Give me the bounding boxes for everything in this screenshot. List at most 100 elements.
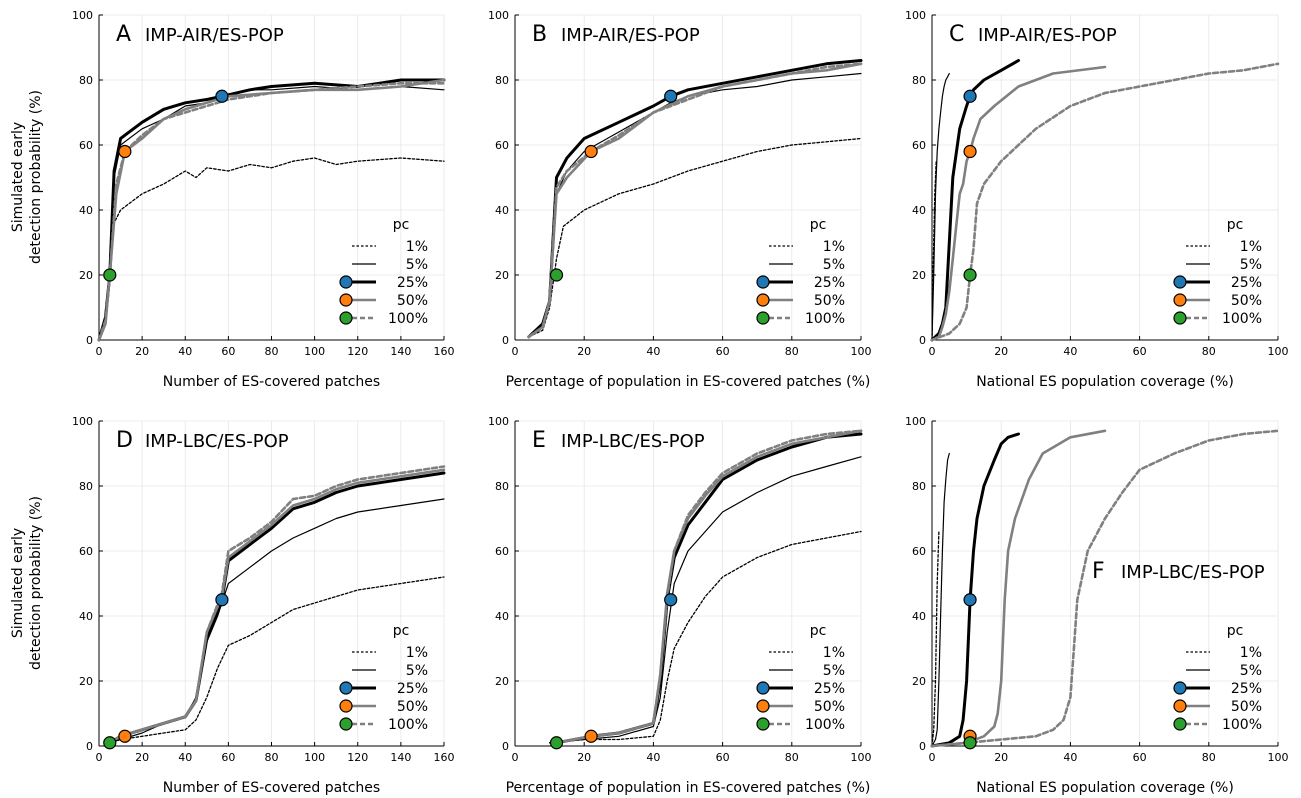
series-line-1pc: [548, 530, 862, 744]
series-line-5pc: [931, 72, 950, 341]
legend-label: 25%: [397, 681, 428, 697]
series-line-25pc: [108, 471, 446, 745]
x-tick-label: 100: [851, 751, 872, 764]
x-tick-label: 120: [347, 751, 368, 764]
legend-title: pc: [393, 217, 410, 233]
data-marker: [584, 144, 598, 159]
legend-marker: [1173, 311, 1187, 325]
y-tick-label: 80: [495, 74, 509, 87]
x-tick-label: 60: [716, 345, 730, 358]
legend-label: 50%: [814, 293, 845, 309]
x-tick-label: 0: [929, 751, 936, 764]
y-tick-label: 100: [72, 415, 93, 428]
panel-label: F: [1092, 559, 1105, 584]
legend-label: 1%: [823, 645, 845, 661]
y-tick-label: 20: [912, 675, 926, 688]
x-tick-label: 80: [785, 751, 799, 764]
y-tick-label: 100: [488, 9, 509, 22]
data-marker: [963, 736, 977, 750]
x-tick-label: 40: [1063, 345, 1077, 358]
x-tick-label: 100: [851, 345, 872, 358]
x-tick-label: 80: [1202, 345, 1216, 358]
series-line-100pc: [108, 465, 446, 745]
y-tick-label: 80: [79, 74, 93, 87]
legend-title: pc: [393, 623, 410, 639]
x-tick-label: 160: [434, 751, 455, 764]
legend: pc 1% 5% 25% 50% 100%: [339, 623, 428, 733]
y-tick-label: 20: [79, 269, 93, 282]
x-tick-label: 0: [96, 751, 103, 764]
legend-marker: [756, 293, 770, 307]
legend: pc 1% 5% 25% 50% 100%: [756, 217, 845, 327]
panel-title: IMP-AIR/ES-POP: [145, 25, 284, 46]
y-tick-label: 80: [495, 480, 509, 493]
legend-label: 25%: [814, 681, 845, 697]
x-tick-label: 120: [347, 345, 368, 358]
legend-label: 100%: [1222, 311, 1262, 327]
legend-marker: [339, 717, 353, 731]
data-marker: [549, 268, 564, 282]
series-line-100pc: [555, 429, 863, 745]
series-line-1pc: [109, 576, 445, 744]
data-marker: [664, 593, 678, 607]
x-axis-label: Percentage of population in ES-covered p…: [506, 780, 871, 796]
series-line-5pc: [931, 452, 950, 747]
data-marker: [215, 593, 229, 607]
x-tick-label: 20: [994, 751, 1008, 764]
series-line-25pc: [97, 78, 446, 342]
series-line-25pc: [930, 432, 1020, 748]
x-tick-label: 60: [221, 345, 235, 358]
x-tick-label: 0: [96, 345, 103, 358]
legend-label: 100%: [805, 717, 845, 733]
legend-marker: [339, 293, 353, 307]
legend-marker: [339, 275, 353, 289]
panel-label: E: [532, 428, 546, 453]
x-tick-label: 160: [434, 345, 455, 358]
y-tick-label: 80: [912, 480, 926, 493]
ylabel-line1: Simulated early: [10, 122, 26, 232]
panel-a: 0 20 40 60 80 100 120 140 160 0 20 40 60 80 100 Number …: [72, 9, 455, 390]
data-marker: [584, 729, 598, 743]
legend-marker: [756, 311, 770, 325]
data-marker: [963, 89, 977, 103]
y-tick-label: 100: [488, 415, 509, 428]
y-tick-label: 100: [72, 9, 93, 22]
legend-marker: [339, 699, 353, 713]
y-tick-label: 100: [905, 9, 926, 22]
ylabel-line1: Simulated early: [10, 528, 26, 638]
series-line-5pc: [548, 456, 862, 744]
legend-label: 50%: [814, 699, 845, 715]
x-tick-label: 60: [1133, 345, 1147, 358]
series-line-100pc: [930, 62, 1280, 342]
ylabel-line2: detection probability (%): [28, 496, 44, 670]
y-tick-label: 0: [86, 334, 93, 347]
legend-marker: [756, 681, 770, 695]
y-tick-label: 0: [86, 740, 93, 753]
legend-marker: [1173, 717, 1187, 731]
y-tick-label: 40: [495, 610, 509, 623]
y-tick-label: 60: [79, 139, 93, 152]
y-tick-label: 40: [79, 610, 93, 623]
legend-label: 50%: [397, 699, 428, 715]
panel-title: IMP-LBC/ES-POP: [1121, 562, 1265, 583]
x-tick-label: 60: [716, 751, 730, 764]
x-tick-label: 0: [929, 345, 936, 358]
y-tick-label: 0: [919, 334, 926, 347]
legend-title: pc: [810, 623, 827, 639]
x-tick-label: 80: [785, 345, 799, 358]
panel-c: 0 20 40 60 80 100 0 20 40 60 80 100 National ES popu…: [905, 9, 1289, 390]
legend-label: 25%: [1231, 275, 1262, 291]
data-marker: [549, 736, 564, 750]
x-tick-label: 60: [1133, 751, 1147, 764]
data-marker: [118, 144, 132, 159]
legend: pc 1% 5% 25% 50% 100%: [339, 217, 428, 327]
legend-label: 50%: [397, 293, 428, 309]
x-tick-label: 80: [265, 751, 279, 764]
x-axis-label: Percentage of population in ES-covered p…: [506, 374, 871, 390]
legend-title: pc: [1227, 217, 1244, 233]
panel-b: 0 20 40 60 80 100 0 20 40 60 80 100 Percentage of po…: [488, 9, 872, 390]
panel-d: 0 20 40 60 80 100 120 140 160 0 20 40 60 80 100 Number …: [72, 415, 455, 796]
y-tick-label: 100: [905, 415, 926, 428]
y-tick-label: 0: [919, 740, 926, 753]
legend-label: 5%: [823, 257, 845, 273]
